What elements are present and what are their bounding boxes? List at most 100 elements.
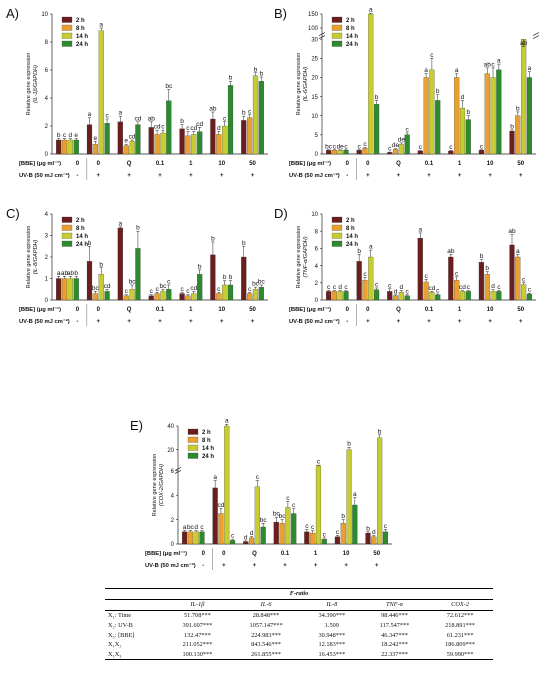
bbe-value-b: Q: [396, 161, 401, 167]
legend-label-a: 14 h: [76, 34, 88, 40]
legend-label-b: 2 h: [346, 18, 355, 24]
significance-letter-b: d: [461, 94, 465, 101]
significance-letter-e: a: [183, 524, 187, 531]
bar-d: [448, 256, 454, 301]
bar-e: [334, 536, 341, 545]
significance-letter-e: bc: [273, 511, 281, 518]
bbe-value-e: 0: [222, 551, 226, 557]
table-cell: 61.231***: [446, 631, 474, 639]
bar-b: [521, 39, 527, 155]
panel-label-d: D): [274, 206, 288, 221]
table-cell: 30.948***: [318, 631, 346, 639]
significance-letter-b: a: [497, 58, 501, 65]
bbe-value-c: 50: [249, 307, 256, 313]
significance-letter-b: b: [466, 109, 470, 116]
bbe-value-a: 1: [189, 161, 193, 167]
bar-a: [227, 85, 234, 155]
table-row: X₁: Time 51.708*** 28.848*** 34.390*** 9…: [105, 610, 493, 620]
significance-letter-c: bc: [252, 281, 260, 288]
bar-b: [423, 77, 429, 155]
significance-letter-d: d: [400, 284, 404, 291]
bar-b: [404, 134, 410, 155]
bar-d: [368, 256, 374, 301]
y-tick-label-b: 30: [311, 37, 318, 43]
significance-letter-c: c: [186, 288, 190, 295]
significance-letter-d: c: [467, 284, 471, 291]
bar-d: [326, 291, 332, 301]
significance-letter-c: b: [198, 263, 202, 270]
significance-letter-c: b: [242, 240, 246, 247]
legend-label-b: 8 h: [346, 26, 355, 32]
y-tick-label-c: 0: [45, 298, 49, 304]
table-cell: 34.390***: [318, 611, 346, 619]
y-axis-label-c: Relative gene expression: [26, 226, 32, 289]
bbe-row-label-c: [BBE] (μg ml⁻¹): [19, 306, 61, 313]
bar-c: [148, 295, 154, 301]
bar-b: [490, 77, 496, 155]
uvb-row-label-b: UV-B (50 mJ cm⁻²): [289, 172, 340, 179]
significance-letter-d: b: [485, 265, 489, 272]
bar-c: [160, 291, 166, 301]
bar-a: [73, 139, 79, 155]
significance-letter-a: c: [248, 108, 252, 115]
uvb-value-b: +: [488, 173, 492, 179]
significance-letter-a: c: [105, 113, 109, 120]
axis-break-mark-b: [532, 35, 540, 39]
significance-letter-a: b: [242, 110, 246, 117]
panel-label-e: E): [130, 418, 143, 433]
significance-letter-d: c: [528, 287, 532, 294]
bar-d: [373, 289, 380, 301]
significance-letter-e: bc: [260, 517, 268, 524]
significance-letter-a: d: [69, 132, 73, 139]
significance-letter-d: b: [357, 248, 361, 255]
legend-label-c: 8 h: [76, 226, 85, 232]
bar-c: [210, 254, 216, 301]
table-row: X₁X₃ 100.130*** 261.855*** 16.453*** 22.…: [105, 649, 493, 661]
y-axis-label-a: (IL-1β/GAPDH): [33, 65, 39, 103]
panel-label-c: C): [6, 206, 20, 221]
uvb-value-c: +: [97, 319, 101, 325]
significance-letter-d: cd: [428, 285, 435, 292]
y-tick-label-d: 10: [311, 212, 318, 218]
legend-swatch-e: [187, 428, 199, 435]
bar-a: [241, 120, 247, 155]
significance-letter-a: c: [161, 124, 165, 131]
legend-swatch-c: [61, 232, 73, 239]
axis-break-mark-e: [174, 470, 182, 474]
bar-e: [254, 486, 260, 545]
bar-c: [241, 256, 247, 301]
f-ratio-header-row: IL-1β IL-6 IL-8 TNF-α COX-2: [105, 599, 493, 611]
bar-a: [67, 139, 73, 155]
legend-swatch-e: [187, 452, 199, 459]
axis-break-mark-e: [174, 467, 182, 471]
significance-letter-b: c: [363, 141, 367, 148]
bar-e: [273, 521, 279, 545]
bar-b: [373, 104, 380, 155]
table-header-cell: IL-1β: [164, 599, 231, 611]
y-tick-label-e: 0: [171, 542, 175, 548]
uvb-value-d: +: [519, 319, 523, 325]
uvb-value-a: +: [158, 173, 162, 179]
significance-letter-a: a: [88, 111, 92, 118]
bar-e: [315, 465, 322, 545]
significance-letter-d: c: [406, 288, 410, 295]
uvb-value-b: +: [397, 173, 401, 179]
bbe-value-c: 0.1: [156, 307, 165, 313]
table-cell: 1057.147***: [249, 621, 283, 629]
table-header-cell: IL-6: [230, 599, 302, 611]
table-header-cell: TNF-α: [361, 599, 428, 611]
table-cell: 28.848***: [252, 611, 280, 619]
bbe-value-d: 50: [517, 307, 524, 313]
legend-label-c: 14 h: [76, 234, 88, 240]
bar-c: [191, 293, 197, 301]
uvb-value-e: +: [314, 563, 318, 569]
legend-label-b: 24 h: [346, 42, 358, 48]
significance-letter-a: b: [229, 75, 233, 82]
table-cell: 132.47***: [184, 631, 211, 639]
uvb-row-label-a: UV-B (50 mJ cm⁻²): [19, 172, 70, 179]
significance-letter-b: c: [358, 143, 362, 150]
bar-e: [224, 425, 230, 545]
bar-d: [490, 291, 496, 301]
bbe-value-e: 50: [373, 551, 380, 557]
